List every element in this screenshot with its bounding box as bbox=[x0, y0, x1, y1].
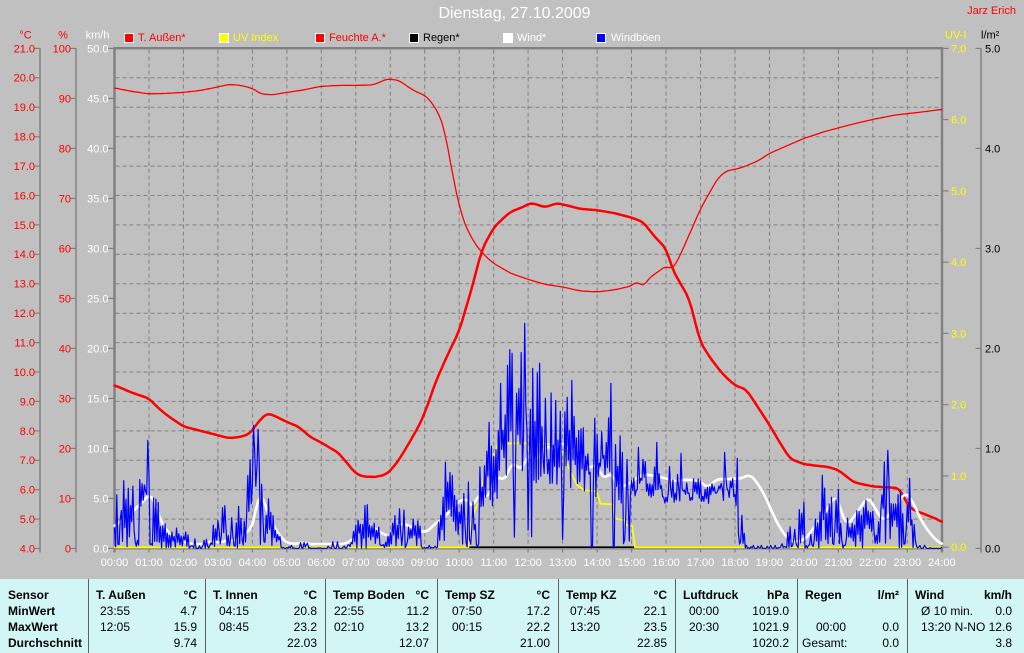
svg-text:11.0: 11.0 bbox=[14, 338, 35, 350]
svg-text:20:00: 20:00 bbox=[790, 557, 818, 569]
svg-text:17.0: 17.0 bbox=[14, 161, 35, 173]
svg-text:70: 70 bbox=[59, 193, 71, 205]
svg-text:1.0: 1.0 bbox=[985, 443, 1000, 455]
svg-text:4.0: 4.0 bbox=[20, 543, 35, 555]
svg-text:30: 30 bbox=[59, 393, 71, 405]
svg-text:00:00: 00:00 bbox=[101, 557, 129, 569]
svg-text:5.0: 5.0 bbox=[985, 43, 1000, 55]
svg-text:22:00: 22:00 bbox=[859, 557, 887, 569]
svg-text:16:00: 16:00 bbox=[652, 557, 680, 569]
svg-text:23:00: 23:00 bbox=[894, 557, 922, 569]
svg-text:15:00: 15:00 bbox=[618, 557, 646, 569]
svg-text:40.0: 40.0 bbox=[87, 143, 108, 155]
svg-text:5.0: 5.0 bbox=[951, 186, 966, 198]
svg-text:15.0: 15.0 bbox=[87, 393, 108, 405]
svg-text:0.0: 0.0 bbox=[93, 543, 108, 555]
svg-text:19:00: 19:00 bbox=[756, 557, 784, 569]
svg-text:10: 10 bbox=[59, 493, 71, 505]
svg-text:02:00: 02:00 bbox=[170, 557, 198, 569]
svg-text:3.0: 3.0 bbox=[951, 328, 966, 340]
svg-text:18:00: 18:00 bbox=[721, 557, 749, 569]
svg-text:50: 50 bbox=[59, 293, 71, 305]
svg-text:05:00: 05:00 bbox=[273, 557, 301, 569]
svg-text:20.0: 20.0 bbox=[87, 343, 108, 355]
svg-text:0.0: 0.0 bbox=[985, 543, 1000, 555]
svg-text:30.0: 30.0 bbox=[87, 243, 108, 255]
svg-text:50.0: 50.0 bbox=[87, 43, 108, 55]
svg-text:100: 100 bbox=[53, 43, 71, 55]
svg-text:10.0: 10.0 bbox=[14, 367, 35, 379]
svg-text:60: 60 bbox=[59, 243, 71, 255]
svg-text:13.0: 13.0 bbox=[14, 279, 35, 291]
svg-text:7.0: 7.0 bbox=[20, 455, 35, 467]
svg-text:45.0: 45.0 bbox=[87, 93, 108, 105]
svg-text:90: 90 bbox=[59, 93, 71, 105]
svg-text:12:00: 12:00 bbox=[514, 557, 542, 569]
svg-text:20.0: 20.0 bbox=[14, 73, 35, 85]
svg-text:9.0: 9.0 bbox=[20, 396, 35, 408]
svg-text:12.0: 12.0 bbox=[14, 308, 35, 320]
svg-text:3.0: 3.0 bbox=[985, 243, 1000, 255]
svg-text:21:00: 21:00 bbox=[825, 557, 853, 569]
svg-text:0: 0 bbox=[65, 543, 71, 555]
svg-text:06:00: 06:00 bbox=[308, 557, 336, 569]
svg-text:%: % bbox=[58, 30, 68, 42]
svg-text:03:00: 03:00 bbox=[204, 557, 232, 569]
svg-text:10.0: 10.0 bbox=[87, 443, 108, 455]
svg-text:35.0: 35.0 bbox=[87, 193, 108, 205]
svg-text:5.0: 5.0 bbox=[20, 514, 35, 526]
svg-text:07:00: 07:00 bbox=[342, 557, 370, 569]
svg-text:09:00: 09:00 bbox=[411, 557, 439, 569]
svg-text:8.0: 8.0 bbox=[20, 426, 35, 438]
svg-text:19.0: 19.0 bbox=[14, 102, 35, 114]
svg-text:40: 40 bbox=[59, 343, 71, 355]
svg-text:°C: °C bbox=[19, 30, 31, 42]
svg-text:24:00: 24:00 bbox=[928, 557, 956, 569]
svg-text:04:00: 04:00 bbox=[239, 557, 267, 569]
svg-text:14.0: 14.0 bbox=[14, 249, 35, 261]
svg-text:01:00: 01:00 bbox=[135, 557, 163, 569]
svg-text:5.0: 5.0 bbox=[93, 493, 108, 505]
svg-text:1.0: 1.0 bbox=[951, 471, 966, 483]
svg-text:2.0: 2.0 bbox=[951, 400, 966, 412]
svg-text:km/h: km/h bbox=[86, 30, 110, 42]
svg-text:UV-I: UV-I bbox=[945, 30, 966, 42]
svg-text:6.0: 6.0 bbox=[951, 115, 966, 127]
svg-text:17:00: 17:00 bbox=[687, 557, 715, 569]
svg-text:4.0: 4.0 bbox=[951, 257, 966, 269]
svg-text:16.0: 16.0 bbox=[14, 190, 35, 202]
svg-text:15.0: 15.0 bbox=[14, 220, 35, 232]
svg-text:0.0: 0.0 bbox=[951, 542, 966, 554]
svg-text:08:00: 08:00 bbox=[377, 557, 405, 569]
svg-text:11:00: 11:00 bbox=[480, 557, 507, 569]
svg-text:6.0: 6.0 bbox=[20, 485, 35, 497]
svg-text:l/m²: l/m² bbox=[981, 30, 1000, 42]
svg-text:14:00: 14:00 bbox=[583, 557, 611, 569]
svg-text:4.0: 4.0 bbox=[985, 143, 1000, 155]
svg-text:10:00: 10:00 bbox=[445, 557, 473, 569]
svg-text:20: 20 bbox=[59, 443, 71, 455]
svg-text:18.0: 18.0 bbox=[14, 132, 35, 144]
svg-text:80: 80 bbox=[59, 143, 71, 155]
svg-text:25.0: 25.0 bbox=[87, 293, 108, 305]
svg-text:21.0: 21.0 bbox=[14, 43, 35, 55]
svg-text:2.0: 2.0 bbox=[985, 343, 1000, 355]
svg-text:7.0: 7.0 bbox=[951, 43, 966, 55]
svg-text:13:00: 13:00 bbox=[549, 557, 577, 569]
